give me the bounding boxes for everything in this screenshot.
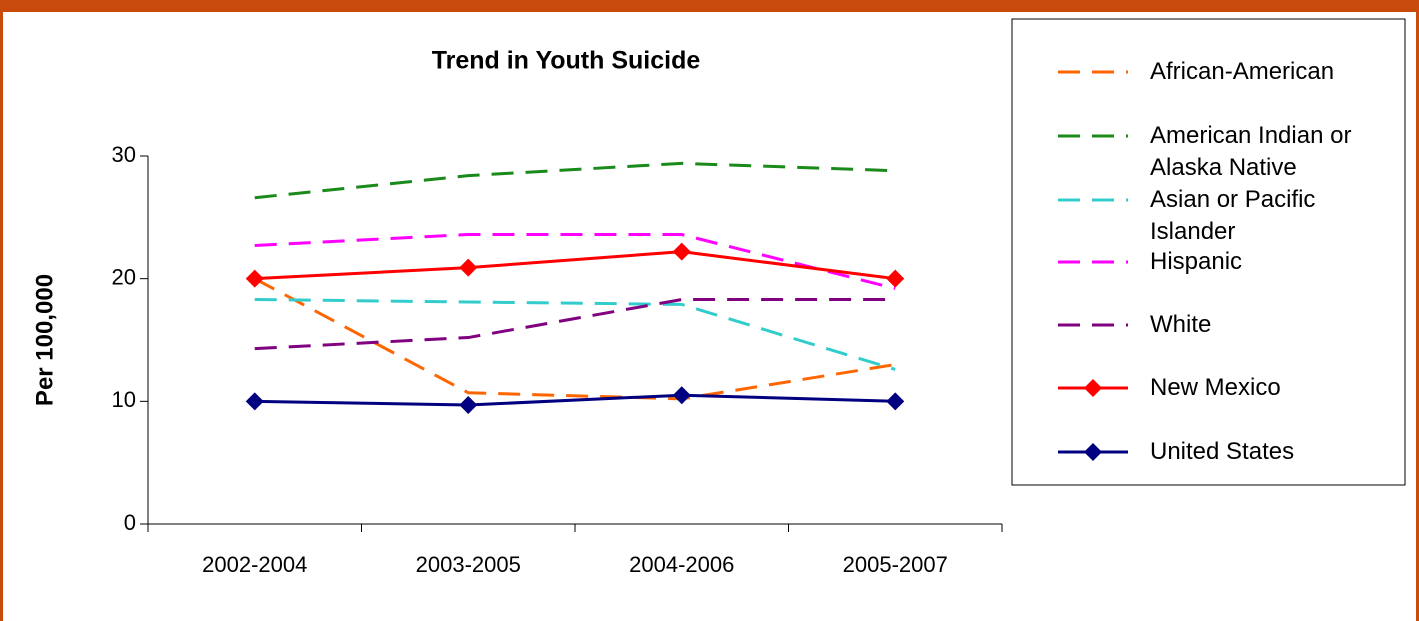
x-tick-label: 2003-2005 xyxy=(416,552,521,577)
series-line xyxy=(254,277,896,401)
point xyxy=(245,269,264,288)
y-tick-label: 30 xyxy=(112,142,136,167)
legend-label: African-American xyxy=(1150,58,1335,85)
series-line xyxy=(254,298,896,371)
left-border xyxy=(0,0,3,621)
legend-box xyxy=(1011,18,1406,486)
legend-marker xyxy=(1084,443,1102,461)
point xyxy=(245,392,264,411)
x-tick-label: 2005-2007 xyxy=(843,552,948,577)
series-line xyxy=(254,233,896,290)
y-axis-label: Per 100,000 xyxy=(31,274,58,406)
point xyxy=(672,242,691,261)
point xyxy=(672,386,691,405)
legend-label: New Mexico xyxy=(1150,374,1281,401)
legend-label: United States xyxy=(1150,438,1295,465)
series-line xyxy=(254,393,896,407)
y-tick-label: 20 xyxy=(112,264,136,289)
y-tick-label: 10 xyxy=(112,387,136,412)
legend-label: White xyxy=(1150,311,1212,338)
series-line xyxy=(254,298,896,351)
legend-label: Hispanic xyxy=(1150,248,1243,275)
legend-label: American Indian or Alaska Native xyxy=(1150,122,1352,181)
series-line xyxy=(254,161,896,200)
point xyxy=(886,392,905,411)
chart-title: Trend in Youth Suicide xyxy=(432,47,701,75)
legend-marker xyxy=(1084,379,1102,397)
point xyxy=(459,258,478,277)
legend-label: Asian or Pacific Islander xyxy=(1150,186,1316,245)
y-tick-label: 0 xyxy=(124,510,136,535)
point xyxy=(459,396,478,415)
top-bar xyxy=(0,0,1419,12)
point xyxy=(886,269,905,288)
series-line xyxy=(254,250,896,281)
x-tick-label: 2004-2006 xyxy=(629,552,734,577)
right-border xyxy=(1416,0,1419,621)
x-tick-label: 2002-2004 xyxy=(202,552,307,577)
